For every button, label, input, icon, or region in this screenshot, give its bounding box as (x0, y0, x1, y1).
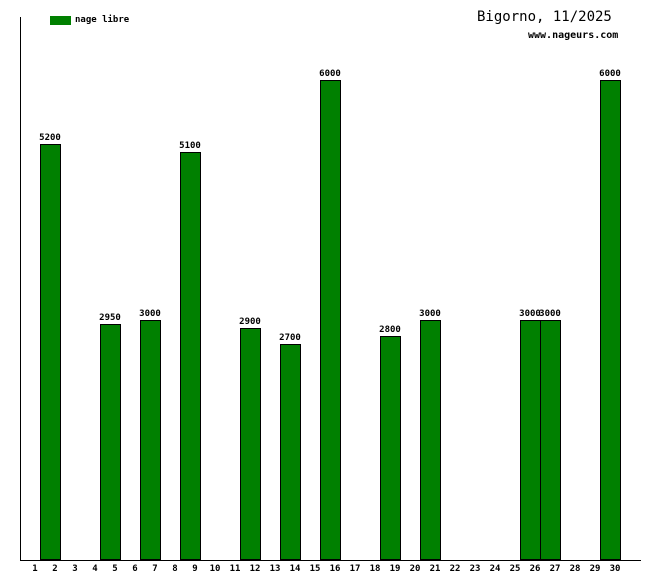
bar-value-label-day-27: 3000 (539, 309, 561, 319)
bar-value-label-day-7: 3000 (139, 309, 161, 319)
y-axis-line (20, 17, 21, 561)
legend-swatch (50, 15, 71, 25)
bar-day-26 (520, 320, 541, 560)
bar-day-2 (40, 144, 61, 560)
x-tick-label-14: 14 (289, 564, 301, 574)
x-tick-label-29: 29 (589, 564, 601, 574)
x-tick-label-4: 4 (92, 564, 98, 574)
bar-value-label-day-21: 3000 (419, 309, 441, 319)
x-tick-label-20: 20 (409, 564, 421, 574)
x-tick-label-30: 30 (609, 564, 621, 574)
x-axis-line (20, 560, 641, 561)
bar-day-19 (380, 336, 401, 560)
x-tick-label-2: 2 (52, 564, 58, 574)
chart-subtitle: www.nageurs.com (528, 30, 619, 41)
x-tick-label-6: 6 (132, 564, 138, 574)
x-tick-label-13: 13 (269, 564, 281, 574)
bar-day-30 (600, 80, 621, 560)
x-tick-label-10: 10 (209, 564, 221, 574)
x-tick-label-28: 28 (569, 564, 581, 574)
x-tick-label-26: 26 (529, 564, 541, 574)
bar-value-label-day-5: 2950 (99, 313, 121, 323)
x-tick-label-11: 11 (229, 564, 241, 574)
x-tick-label-27: 27 (549, 564, 561, 574)
x-tick-label-17: 17 (349, 564, 361, 574)
bar-day-7 (140, 320, 161, 560)
x-tick-label-12: 12 (249, 564, 261, 574)
x-tick-label-9: 9 (192, 564, 198, 574)
bar-day-12 (240, 328, 261, 560)
x-tick-label-7: 7 (152, 564, 158, 574)
bar-value-label-day-30: 6000 (599, 69, 621, 79)
x-tick-label-1: 1 (32, 564, 38, 574)
x-tick-label-3: 3 (72, 564, 78, 574)
x-tick-label-22: 22 (449, 564, 461, 574)
bar-value-label-day-19: 2800 (379, 325, 401, 335)
x-tick-label-24: 24 (489, 564, 501, 574)
bar-day-5 (100, 324, 121, 560)
bar-value-label-day-26: 3000 (519, 309, 541, 319)
bar-value-label-day-12: 2900 (239, 317, 261, 327)
bar-day-16 (320, 80, 341, 560)
bar-day-21 (420, 320, 441, 560)
x-tick-label-8: 8 (172, 564, 178, 574)
x-tick-label-16: 16 (329, 564, 341, 574)
legend-label: nage libre (75, 15, 130, 25)
x-tick-label-19: 19 (389, 564, 401, 574)
chart-title: Bigorno, 11/2025 (477, 9, 612, 25)
bar-day-9 (180, 152, 201, 560)
legend: nage libre (50, 15, 129, 25)
bar-value-label-day-2: 5200 (39, 133, 61, 143)
bar-value-label-day-16: 6000 (319, 69, 341, 79)
x-tick-label-25: 25 (509, 564, 521, 574)
x-tick-label-23: 23 (469, 564, 481, 574)
x-tick-label-5: 5 (112, 564, 118, 574)
x-tick-label-15: 15 (309, 564, 321, 574)
x-tick-label-21: 21 (429, 564, 441, 574)
bar-value-label-day-9: 5100 (179, 141, 201, 151)
bar-day-27 (540, 320, 561, 560)
bar-value-label-day-14: 2700 (279, 333, 301, 343)
bar-day-14 (280, 344, 301, 560)
x-tick-label-18: 18 (369, 564, 381, 574)
